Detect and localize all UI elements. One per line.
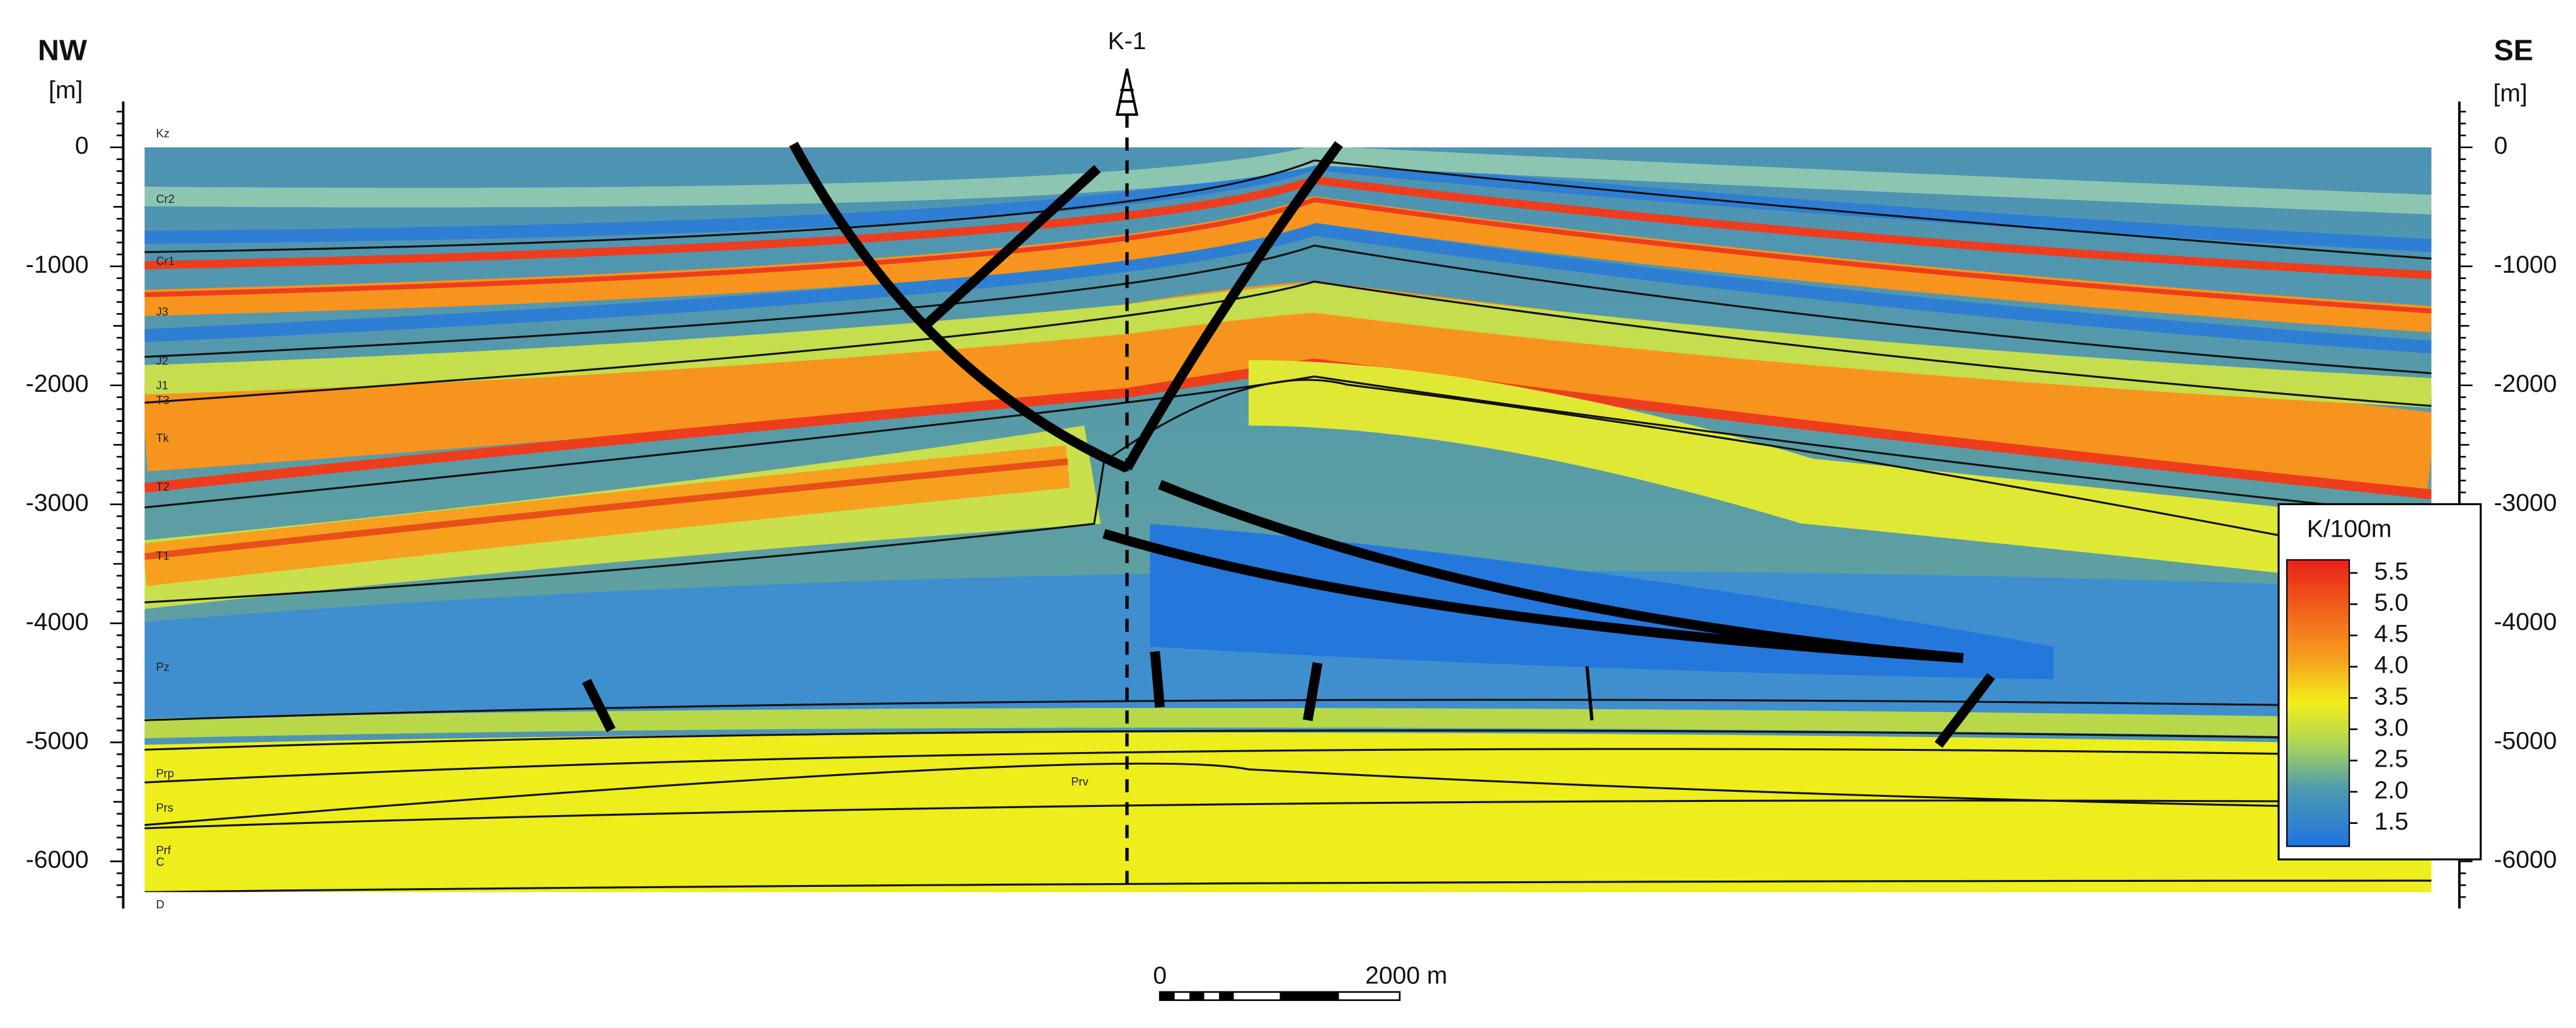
- unit-left: [m]: [49, 77, 83, 104]
- formation-label: J3: [156, 306, 168, 318]
- formation-label: J2: [156, 355, 168, 367]
- y-tick-label: -2000: [26, 370, 89, 397]
- legend-tick-label: 3.5: [2374, 683, 2408, 710]
- formation-label: D: [156, 898, 164, 911]
- direction-right: SE: [2494, 34, 2534, 67]
- formation-label: Cr2: [156, 193, 175, 205]
- formation-label: J1: [156, 379, 168, 392]
- fault: [1102, 528, 1964, 663]
- formation-label: Prs: [156, 802, 173, 814]
- legend-tick-label: 1.5: [2374, 808, 2408, 835]
- scale-bar: [1159, 991, 1401, 1002]
- formation-label: T2: [156, 481, 169, 493]
- formation-label: Tk: [156, 431, 169, 444]
- formation-label: Kz: [156, 127, 169, 140]
- legend-tick-label: 5.5: [2374, 558, 2408, 585]
- unit-right: [m]: [2493, 80, 2527, 107]
- formation-label: C: [156, 855, 164, 868]
- formation-label: T1: [156, 549, 169, 562]
- legend-tick-label: 2.5: [2374, 746, 2408, 773]
- y-tick-label: -3000: [26, 489, 89, 517]
- fault: [1123, 141, 1343, 471]
- y-tick-label: -1000: [26, 251, 89, 278]
- direction-left: NW: [38, 34, 88, 67]
- formation-label: Cr1: [156, 255, 175, 268]
- color-bar: [2286, 559, 2350, 847]
- legend-tick-label: 3.0: [2374, 714, 2408, 741]
- derrick-icon: [1115, 68, 1139, 116]
- fault: [1585, 666, 1594, 721]
- formation-label: Prf: [156, 844, 171, 857]
- legend-tick-label: 5.0: [2374, 590, 2408, 617]
- well-label: K-1: [1108, 28, 1147, 55]
- y-tick-label: 0: [75, 132, 89, 159]
- section: [144, 147, 2432, 893]
- y-tick-label: -5000: [2494, 728, 2557, 755]
- fault: [789, 141, 1130, 473]
- y-tick-label: -3000: [2494, 489, 2557, 517]
- fault: [581, 651, 1995, 748]
- scale-end: 2000 m: [1365, 962, 1447, 990]
- legend-tick-label: 4.0: [2374, 652, 2408, 679]
- y-tick-label: 0: [2494, 132, 2508, 159]
- formation-label: T3: [156, 394, 169, 407]
- legend-tick-label: 4.5: [2374, 620, 2408, 648]
- y-tick-label: -2000: [2494, 370, 2557, 397]
- y-tick-label: -4000: [26, 608, 89, 636]
- y-tick-label: -5000: [26, 728, 89, 755]
- legend-ticks: 5.5 5.0 4.5 4.0 3.5 3.0 2.5 2.0 1.5: [2349, 558, 2408, 835]
- formation-label: Prp: [156, 767, 174, 780]
- y-tick-label: -6000: [2494, 847, 2557, 874]
- y-tick-label: -4000: [2494, 608, 2557, 636]
- legend-tick-label: 2.0: [2374, 777, 2408, 804]
- fault: [920, 164, 1101, 331]
- fault: [1158, 480, 1964, 663]
- legend-title: K/100m: [2307, 515, 2392, 542]
- scale-start: 0: [1153, 962, 1167, 990]
- formation-label: Pz: [156, 661, 169, 673]
- formation-label: Prv: [1071, 775, 1089, 788]
- y-tick-label: -1000: [2494, 251, 2557, 278]
- y-tick-label: -6000: [26, 847, 89, 874]
